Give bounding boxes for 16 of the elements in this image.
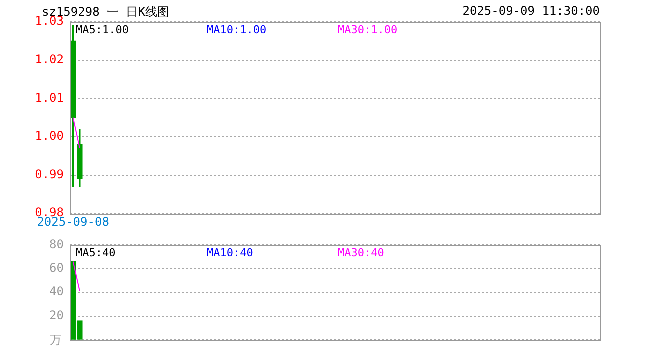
y-tick-label: 1.02 <box>35 52 64 66</box>
annotation: MA5:1.00 <box>76 23 129 36</box>
y-tick-label: 40 <box>50 284 64 299</box>
y-tick-label: 60 <box>50 261 64 276</box>
y-tick-label: 20 <box>50 308 64 322</box>
y-axis-title: 万 <box>50 332 62 349</box>
y-tick-label: 1.01 <box>35 90 64 105</box>
y-tick-label: 1.00 <box>35 129 64 144</box>
annotation: MA10:1.00 <box>207 23 267 36</box>
annotation: MA10:40 <box>207 246 254 260</box>
y-tick-label: 0.99 <box>35 167 64 182</box>
text: MA30:1.00 <box>338 23 398 36</box>
annotation: MA5:40 <box>76 246 116 260</box>
text: MA30:40 <box>338 246 384 260</box>
chart-subtitle: 2025-09-09 11:30:00 <box>462 4 600 18</box>
y-tick-label: 80 <box>50 237 64 252</box>
